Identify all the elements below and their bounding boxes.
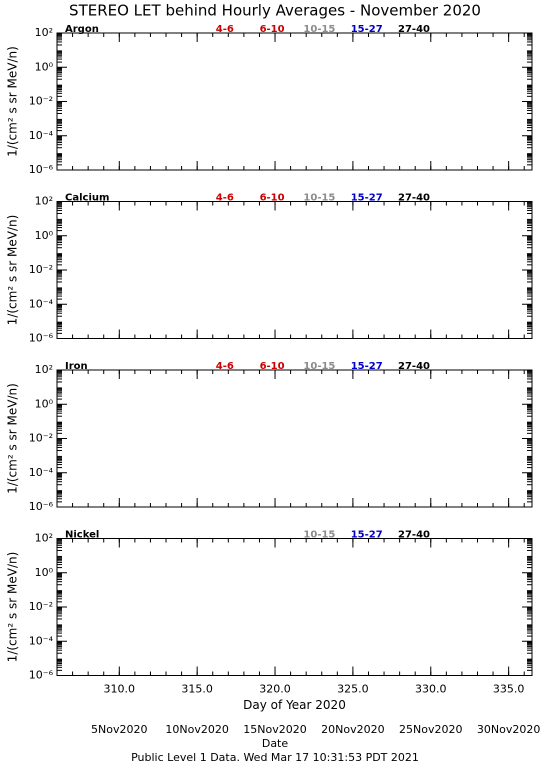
- legend-entry: 10-15: [303, 24, 335, 35]
- date-label: Date: [262, 737, 289, 750]
- y-tick-label: 10²: [35, 363, 53, 376]
- panel-title: Calcium: [65, 193, 109, 204]
- y-tick-label: 10⁻⁴: [29, 297, 54, 310]
- x-tick-label: 335.0: [493, 683, 525, 696]
- y-tick-label: 10⁰: [35, 60, 54, 73]
- y-axis-label: 1/(cm² s sr MeV/n): [6, 46, 20, 157]
- legend-entry: 6-10: [260, 24, 285, 35]
- legend-entry: 4-6: [216, 193, 234, 204]
- x-tick-label: 330.0: [415, 683, 447, 696]
- y-tick-label: 10⁻²: [29, 95, 53, 108]
- legend-entry: 4-6: [216, 24, 234, 35]
- y-tick-label: 10⁻⁶: [29, 163, 54, 176]
- legend-entry: 6-10: [260, 361, 285, 372]
- panel-title: Iron: [65, 361, 88, 372]
- panel-title: Argon: [65, 24, 99, 35]
- x-tick-label: 315.0: [181, 683, 213, 696]
- y-tick-label: 10²: [35, 195, 53, 208]
- y-tick-label: 10⁰: [35, 229, 54, 242]
- legend-entry: 10-15: [303, 193, 335, 204]
- y-axis-label: 1/(cm² s sr MeV/n): [6, 552, 20, 663]
- legend-entry: 27-40: [398, 361, 430, 372]
- y-tick-label: 10²: [35, 26, 53, 39]
- legend-entry: 10-15: [303, 530, 335, 541]
- date-tick-label: 20Nov2020: [321, 723, 384, 736]
- legend-entry: 27-40: [398, 193, 430, 204]
- legend-entry: 15-27: [351, 24, 383, 35]
- y-tick-label: 10⁻⁶: [29, 669, 54, 682]
- y-tick-label: 10⁻⁶: [29, 332, 54, 345]
- date-tick-label: 10Nov2020: [165, 723, 228, 736]
- legend-entry: 27-40: [398, 530, 430, 541]
- y-tick-label: 10²: [35, 532, 53, 545]
- date-tick-label: 5Nov2020: [91, 723, 147, 736]
- page-title: STEREO LET behind Hourly Averages - Nove…: [69, 2, 481, 20]
- panel-title: Nickel: [65, 530, 99, 541]
- footer: Public Level 1 Data. Wed Mar 17 10:31:53…: [131, 751, 419, 762]
- y-tick-label: 10⁻²: [29, 432, 53, 445]
- y-tick-label: 10⁻⁶: [29, 500, 54, 513]
- y-tick-label: 10⁰: [35, 397, 54, 410]
- y-axis-label: 1/(cm² s sr MeV/n): [6, 383, 20, 494]
- x-tick-label: 310.0: [104, 683, 136, 696]
- y-tick-label: 10⁻⁴: [29, 466, 54, 479]
- y-tick-label: 10⁻⁴: [29, 634, 54, 647]
- y-tick-label: 10⁻⁴: [29, 129, 54, 142]
- y-tick-label: 10⁻²: [29, 263, 53, 276]
- x-tick-label: 325.0: [337, 683, 369, 696]
- legend-entry: 27-40: [398, 24, 430, 35]
- legend-entry: 6-10: [260, 193, 285, 204]
- y-axis-label: 1/(cm² s sr MeV/n): [6, 215, 20, 326]
- legend-entry: 15-27: [351, 361, 383, 372]
- legend-entry: 15-27: [351, 530, 383, 541]
- legend-entry: 4-6: [216, 361, 234, 372]
- y-tick-label: 10⁰: [35, 566, 54, 579]
- legend-entry: 15-27: [351, 193, 383, 204]
- date-tick-label: 15Nov2020: [243, 723, 306, 736]
- y-tick-label: 10⁻²: [29, 600, 53, 613]
- legend-entry: 10-15: [303, 361, 335, 372]
- x-axis-label: Day of Year 2020: [243, 698, 346, 712]
- x-tick-label: 320.0: [259, 683, 291, 696]
- date-tick-label: 30Nov2020: [477, 723, 540, 736]
- date-tick-label: 25Nov2020: [399, 723, 462, 736]
